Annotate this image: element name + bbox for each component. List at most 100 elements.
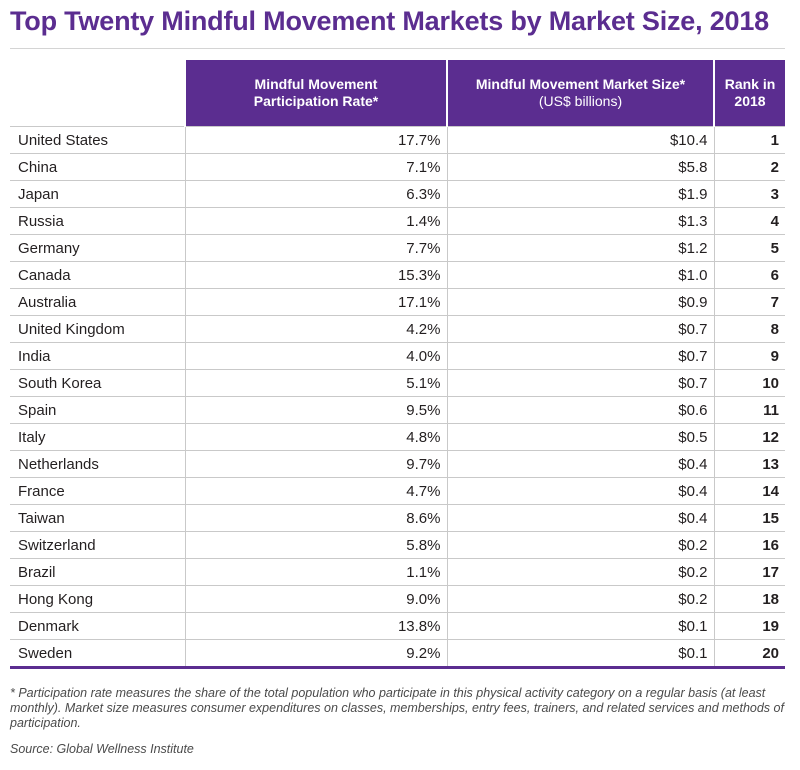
header-participation-line1: Mindful Movement bbox=[254, 76, 378, 92]
market-size-cell: $0.1 bbox=[447, 639, 715, 669]
header-rank-line2: 2018 bbox=[734, 93, 766, 109]
table-row: United States 17.7% $10.4 1 bbox=[10, 126, 785, 154]
table-header-row: Mindful Movement Participation Rate* Min… bbox=[10, 60, 785, 127]
table-row: China 7.1% $5.8 2 bbox=[10, 153, 785, 181]
table-row: Brazil 1.1% $0.2 17 bbox=[10, 558, 785, 586]
rank-cell: 1 bbox=[714, 126, 785, 154]
participation-rate-cell: 17.7% bbox=[185, 126, 448, 154]
country-cell: Germany bbox=[10, 234, 186, 262]
market-size-cell: $0.2 bbox=[447, 558, 715, 586]
participation-rate-cell: 4.2% bbox=[185, 315, 448, 343]
table-row: Italy 4.8% $0.5 12 bbox=[10, 423, 785, 451]
rank-cell: 10 bbox=[714, 369, 785, 397]
table-row: Netherlands 9.7% $0.4 13 bbox=[10, 450, 785, 478]
participation-rate-cell: 9.5% bbox=[185, 396, 448, 424]
rank-cell: 11 bbox=[714, 396, 785, 424]
rank-cell: 6 bbox=[714, 261, 785, 289]
header-participation-rate: Mindful Movement Participation Rate* bbox=[185, 60, 448, 127]
table-row: Switzerland 5.8% $0.2 16 bbox=[10, 531, 785, 559]
market-size-cell: $1.9 bbox=[447, 180, 715, 208]
country-cell: Spain bbox=[10, 396, 186, 424]
participation-rate-cell: 15.3% bbox=[185, 261, 448, 289]
country-cell: China bbox=[10, 153, 186, 181]
header-rank-line1: Rank in bbox=[724, 76, 776, 92]
rank-cell: 13 bbox=[714, 450, 785, 478]
participation-rate-cell: 9.7% bbox=[185, 450, 448, 478]
country-cell: United States bbox=[10, 126, 186, 154]
market-size-cell: $0.1 bbox=[447, 612, 715, 640]
source-note: Source: Global Wellness Institute bbox=[10, 742, 194, 756]
header-rank: Rank in 2018 bbox=[714, 60, 785, 127]
participation-rate-cell: 9.0% bbox=[185, 585, 448, 613]
market-size-cell: $0.7 bbox=[447, 315, 715, 343]
rank-cell: 17 bbox=[714, 558, 785, 586]
table-row: Taiwan 8.6% $0.4 15 bbox=[10, 504, 785, 532]
country-cell: India bbox=[10, 342, 186, 370]
participation-rate-cell: 4.8% bbox=[185, 423, 448, 451]
market-size-cell: $5.8 bbox=[447, 153, 715, 181]
rank-cell: 15 bbox=[714, 504, 785, 532]
participation-rate-cell: 5.1% bbox=[185, 369, 448, 397]
country-cell: Switzerland bbox=[10, 531, 186, 559]
participation-rate-cell: 4.0% bbox=[185, 342, 448, 370]
table-row: Germany 7.7% $1.2 5 bbox=[10, 234, 785, 262]
country-cell: Japan bbox=[10, 180, 186, 208]
market-size-cell: $0.4 bbox=[447, 450, 715, 478]
market-size-cell: $0.7 bbox=[447, 369, 715, 397]
table-row: Sweden 9.2% $0.1 20 bbox=[10, 639, 785, 669]
rank-cell: 14 bbox=[714, 477, 785, 505]
rank-cell: 4 bbox=[714, 207, 785, 235]
rank-cell: 2 bbox=[714, 153, 785, 181]
country-cell: South Korea bbox=[10, 369, 186, 397]
table-row: India 4.0% $0.7 9 bbox=[10, 342, 785, 370]
rank-cell: 3 bbox=[714, 180, 785, 208]
country-cell: Canada bbox=[10, 261, 186, 289]
header-country bbox=[10, 60, 186, 127]
participation-rate-cell: 1.1% bbox=[185, 558, 448, 586]
page-title: Top Twenty Mindful Movement Markets by M… bbox=[10, 6, 769, 36]
table-row: United Kingdom 4.2% $0.7 8 bbox=[10, 315, 785, 343]
participation-rate-cell: 5.8% bbox=[185, 531, 448, 559]
market-size-cell: $10.4 bbox=[447, 126, 715, 154]
rank-cell: 8 bbox=[714, 315, 785, 343]
market-size-cell: $0.2 bbox=[447, 531, 715, 559]
country-cell: Russia bbox=[10, 207, 186, 235]
table-row: South Korea 5.1% $0.7 10 bbox=[10, 369, 785, 397]
table-row: Australia 17.1% $0.9 7 bbox=[10, 288, 785, 316]
header-market-line2: (US$ billions) bbox=[538, 93, 623, 109]
table-body: United States 17.7% $10.4 1 China 7.1% $5.8 2 Ja… bbox=[10, 126, 785, 669]
country-cell: Hong Kong bbox=[10, 585, 186, 613]
table-row: Hong Kong 9.0% $0.2 18 bbox=[10, 585, 785, 613]
market-size-cell: $1.3 bbox=[447, 207, 715, 235]
participation-rate-cell: 7.7% bbox=[185, 234, 448, 262]
header-market-line1: Mindful Movement Market Size* bbox=[475, 76, 686, 92]
market-size-cell: $0.7 bbox=[447, 342, 715, 370]
participation-rate-cell: 13.8% bbox=[185, 612, 448, 640]
market-size-cell: $0.6 bbox=[447, 396, 715, 424]
table-row: Spain 9.5% $0.6 11 bbox=[10, 396, 785, 424]
country-cell: Netherlands bbox=[10, 450, 186, 478]
country-cell: France bbox=[10, 477, 186, 505]
rank-cell: 20 bbox=[714, 639, 785, 669]
country-cell: Sweden bbox=[10, 639, 186, 669]
rank-cell: 18 bbox=[714, 585, 785, 613]
country-cell: Italy bbox=[10, 423, 186, 451]
participation-rate-cell: 6.3% bbox=[185, 180, 448, 208]
rank-cell: 16 bbox=[714, 531, 785, 559]
rank-cell: 12 bbox=[714, 423, 785, 451]
markets-table: Mindful Movement Participation Rate* Min… bbox=[10, 60, 785, 669]
market-size-cell: $1.0 bbox=[447, 261, 715, 289]
participation-rate-cell: 17.1% bbox=[185, 288, 448, 316]
rank-cell: 7 bbox=[714, 288, 785, 316]
footnote: * Participation rate measures the share … bbox=[10, 686, 784, 730]
market-size-cell: $0.4 bbox=[447, 504, 715, 532]
table-row: Canada 15.3% $1.0 6 bbox=[10, 261, 785, 289]
table-row: Japan 6.3% $1.9 3 bbox=[10, 180, 785, 208]
participation-rate-cell: 7.1% bbox=[185, 153, 448, 181]
market-size-cell: $0.5 bbox=[447, 423, 715, 451]
participation-rate-cell: 8.6% bbox=[185, 504, 448, 532]
rank-cell: 19 bbox=[714, 612, 785, 640]
table-row: Russia 1.4% $1.3 4 bbox=[10, 207, 785, 235]
market-size-cell: $0.2 bbox=[447, 585, 715, 613]
participation-rate-cell: 1.4% bbox=[185, 207, 448, 235]
